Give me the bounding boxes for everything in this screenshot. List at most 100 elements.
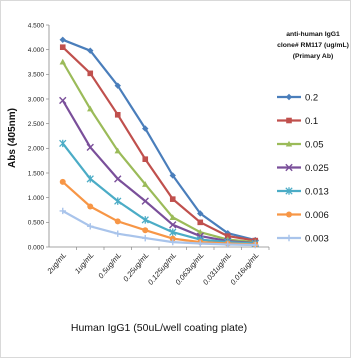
y-tick-label: 0.500 xyxy=(28,220,45,227)
legend-title-line-2: clone# RM117 (ug/mL) xyxy=(277,42,349,49)
legend-item: 0.013 xyxy=(277,187,329,198)
legend-label: 0.1 xyxy=(305,116,318,127)
legend-marker xyxy=(285,163,293,172)
x-tick-label: 0.25ug/mL xyxy=(121,251,151,284)
legend-item: 0.006 xyxy=(277,210,329,221)
data-point xyxy=(114,147,121,154)
data-point xyxy=(114,230,121,237)
data-point xyxy=(87,223,94,230)
legend-label: 0.05 xyxy=(305,140,324,151)
data-point xyxy=(142,234,149,242)
data-point xyxy=(142,227,149,234)
x-tick-label: 1ug/mL xyxy=(73,251,96,276)
legend-marker xyxy=(286,117,292,124)
data-point xyxy=(86,143,94,152)
data-point xyxy=(114,197,122,205)
y-axis-label: Abs (405nm) xyxy=(7,108,18,168)
data-point xyxy=(169,238,176,246)
x-tick-labels: 2ug/mL 1ug/mL 0.5ug/mL0.25ug/mL0.125ug/mL0… xyxy=(45,247,270,287)
data-point xyxy=(141,216,149,224)
legend-item: 0.025 xyxy=(277,163,329,174)
data-point xyxy=(87,47,94,54)
series-line xyxy=(61,99,256,245)
data-point xyxy=(224,229,231,237)
data-point xyxy=(169,228,177,236)
y-tick-label: 4.500 xyxy=(28,22,45,29)
data-point xyxy=(87,105,94,112)
legend-marker xyxy=(285,187,293,195)
legend-title-line-3: (Primary Ab) xyxy=(293,53,334,60)
data-point xyxy=(169,221,177,229)
data-point xyxy=(224,233,231,239)
data-point xyxy=(59,96,67,105)
data-point xyxy=(169,214,176,220)
series-line xyxy=(61,61,256,244)
data-point xyxy=(114,218,121,225)
data-point xyxy=(224,241,231,248)
data-point xyxy=(141,197,149,205)
data-point xyxy=(169,172,176,179)
y-tick-label: 2.000 xyxy=(28,146,45,153)
legend-marker xyxy=(285,234,293,242)
x-axis-label: Human IgG1 (50uL/well coating plate) xyxy=(71,322,247,334)
series-line xyxy=(61,142,256,245)
data-point xyxy=(59,58,66,65)
x-tick-label: 0.5ug/mL xyxy=(96,251,123,281)
data-point xyxy=(142,156,149,162)
data-point xyxy=(59,207,66,215)
series-0.1 xyxy=(59,44,259,244)
data-point xyxy=(169,196,176,202)
y-tick-labels: 0.000 0.500 1.000 1.500 2.000 2.500 3.000 3.500… xyxy=(28,22,49,251)
data-point xyxy=(114,82,121,89)
data-point xyxy=(59,36,66,43)
data-point xyxy=(59,139,67,148)
data-point xyxy=(197,210,204,217)
legend-entries: 0.2 0.1 0.05 0.025 0.013 0.006 0.003 xyxy=(277,93,329,245)
y-tick-label: 3.000 xyxy=(28,96,45,103)
x-tick-label: 2ug/mL xyxy=(45,251,69,277)
series-0.025 xyxy=(59,96,259,247)
legend-item: 0.1 xyxy=(277,116,318,127)
data-point xyxy=(114,111,121,118)
data-point xyxy=(59,178,66,185)
legend-label: 0.013 xyxy=(305,187,329,198)
data-point xyxy=(59,44,66,50)
data-point xyxy=(86,175,94,183)
y-tick-label: 1.000 xyxy=(28,195,45,202)
data-point xyxy=(114,175,122,183)
y-tick-label: 4.000 xyxy=(28,47,45,54)
y-tick-label: 3.500 xyxy=(28,72,45,79)
legend-title-line-1: anti-human IgG1 xyxy=(286,31,340,38)
x-tick-label: 0.016ug/mL xyxy=(228,251,260,287)
legend-marker xyxy=(285,93,293,101)
data-point xyxy=(169,235,176,242)
series-line xyxy=(62,210,256,247)
legend-item: 0.05 xyxy=(277,140,324,151)
legend-label: 0.025 xyxy=(305,163,329,174)
legend-marker xyxy=(285,140,293,147)
data-point xyxy=(252,241,259,249)
data-point xyxy=(142,125,149,132)
legend-marker xyxy=(286,211,292,218)
data-point xyxy=(197,219,204,226)
y-tick-label: 2.500 xyxy=(28,121,45,128)
legend: anti-human IgG1 clone# RM117 (ug/mL) (Pr… xyxy=(277,31,349,245)
data-point xyxy=(197,240,204,247)
y-tick-label: 1.500 xyxy=(28,170,45,177)
data-point xyxy=(197,229,204,235)
legend-item: 0.003 xyxy=(277,234,329,245)
legend-label: 0.2 xyxy=(305,93,318,104)
data-point xyxy=(87,203,94,210)
legend-label: 0.006 xyxy=(305,210,329,221)
data-point xyxy=(142,181,149,187)
legend-item: 0.2 xyxy=(277,93,318,104)
data-point xyxy=(87,70,94,77)
series-0.003 xyxy=(59,207,259,249)
series-line xyxy=(62,38,256,242)
y-tick-label: 0.000 xyxy=(28,244,45,251)
series-group xyxy=(59,36,259,249)
legend-label: 0.003 xyxy=(305,234,329,245)
series-line xyxy=(62,46,256,242)
